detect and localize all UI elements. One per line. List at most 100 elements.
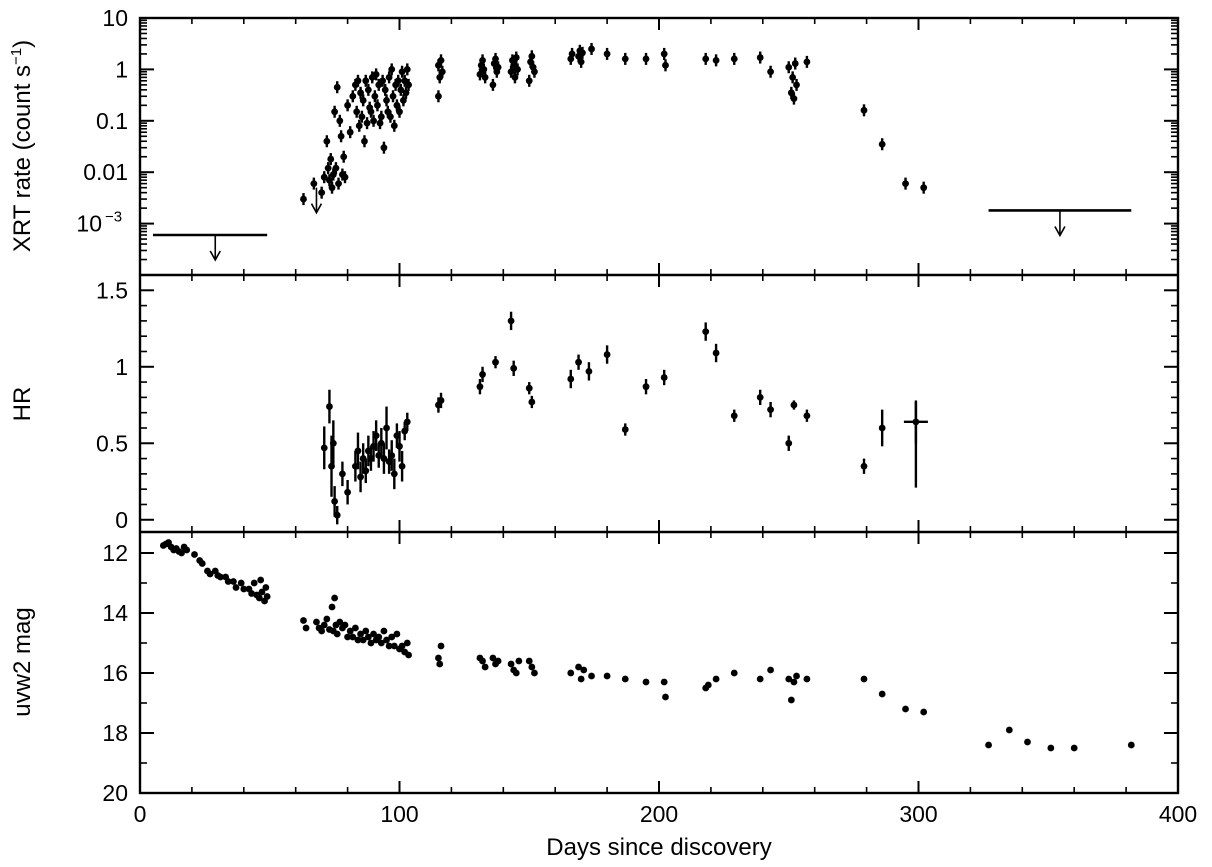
- data-point: [531, 68, 538, 76]
- data-point: [320, 621, 328, 629]
- data-point: [383, 636, 390, 644]
- data-point: [803, 58, 811, 66]
- data-point: [525, 657, 533, 665]
- data-point: [603, 50, 611, 58]
- data-point: [339, 470, 346, 478]
- data-point: [492, 358, 499, 366]
- data-point: [436, 660, 444, 668]
- data-point: [579, 49, 586, 57]
- data-point: [332, 164, 340, 172]
- data-point: [250, 579, 258, 587]
- x-tick-label: 300: [899, 801, 937, 827]
- data-point: [860, 462, 868, 470]
- data-point: [790, 95, 798, 103]
- data-point: [585, 367, 593, 375]
- data-point: [354, 447, 362, 455]
- data-point: [785, 63, 793, 71]
- data-point: [344, 488, 351, 496]
- x-tick-label: 100: [380, 801, 418, 827]
- data-point: [793, 81, 800, 89]
- data-point: [985, 741, 992, 749]
- data-point: [178, 549, 185, 557]
- data-point: [712, 56, 720, 64]
- data-point: [393, 630, 401, 638]
- data-point: [367, 108, 375, 116]
- data-point: [344, 633, 351, 641]
- y-tick-label: 1: [115, 354, 128, 380]
- data-point: [198, 560, 206, 567]
- data-point: [387, 113, 394, 121]
- data-point: [603, 672, 611, 680]
- y-axis-label-xrt-close: ): [9, 40, 36, 48]
- data-point: [383, 96, 390, 104]
- upper-limit-arrowhead: [209, 250, 221, 262]
- data-point: [380, 627, 388, 635]
- data-point: [336, 117, 344, 125]
- y-tick-label: 14: [102, 600, 128, 626]
- data-point: [515, 657, 523, 665]
- data-point: [362, 627, 370, 635]
- data-point: [217, 573, 224, 581]
- data-point: [567, 669, 575, 677]
- data-point: [374, 101, 381, 109]
- data-point: [767, 666, 774, 674]
- data-point: [381, 86, 389, 94]
- data-point: [323, 615, 331, 623]
- data-point: [359, 636, 367, 644]
- data-point: [507, 660, 515, 668]
- data-point: [371, 92, 379, 100]
- data-point: [730, 669, 738, 677]
- data-point: [525, 77, 533, 85]
- data-point: [494, 63, 502, 71]
- data-point: [479, 657, 486, 665]
- data-point: [336, 618, 344, 626]
- data-point: [388, 66, 396, 73]
- data-point: [370, 630, 377, 638]
- data-point: [370, 117, 377, 125]
- data-point: [803, 412, 811, 420]
- data-point: [346, 128, 354, 136]
- data-point: [512, 669, 520, 677]
- data-point: [394, 77, 402, 85]
- data-point: [785, 439, 793, 447]
- data-point: [328, 184, 336, 192]
- y-tick-label: 10: [76, 211, 102, 237]
- data-point: [1005, 726, 1013, 734]
- data-point: [388, 452, 396, 459]
- data-point: [396, 442, 403, 450]
- data-point: [603, 351, 611, 358]
- data-point: [494, 657, 502, 665]
- data-point: [403, 418, 411, 426]
- data-point: [437, 56, 445, 64]
- data-point: [512, 54, 520, 61]
- data-point: [660, 678, 668, 686]
- data-point: [380, 144, 388, 152]
- data-point: [510, 364, 518, 372]
- data-point: [224, 578, 232, 585]
- y-tick-label: 12: [102, 540, 128, 566]
- data-point: [785, 675, 793, 683]
- data-point: [364, 633, 372, 641]
- data-point: [479, 56, 486, 64]
- y-axis-label-uvw2: uvw2 mag: [9, 607, 36, 716]
- data-point: [300, 617, 307, 624]
- upper-limit-arrowhead: [1054, 226, 1066, 238]
- y-tick-label: 18: [102, 720, 128, 746]
- data-point: [385, 73, 393, 81]
- data-point: [372, 70, 380, 78]
- data-point: [257, 576, 265, 584]
- data-point: [255, 594, 263, 602]
- data-point: [320, 173, 328, 181]
- data-point: [920, 184, 928, 192]
- data-point: [662, 61, 669, 69]
- y-tick-label: 0.01: [83, 159, 128, 185]
- data-point: [437, 397, 445, 404]
- data-point: [767, 68, 774, 76]
- data-point: [333, 511, 341, 519]
- data-point: [183, 546, 191, 554]
- data-point: [528, 52, 536, 60]
- data-marks: [152, 42, 1135, 752]
- data-point: [489, 654, 497, 662]
- data-point: [789, 73, 797, 81]
- data-point: [756, 54, 764, 61]
